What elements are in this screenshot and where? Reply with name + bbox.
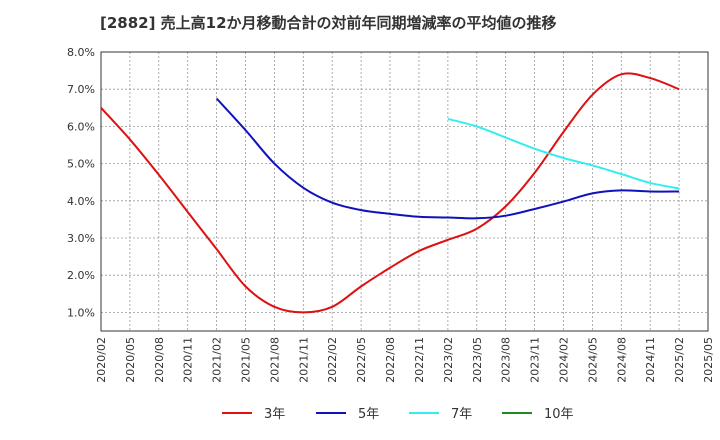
series-point [649, 190, 651, 192]
x-tick-label: 2025/02 [673, 337, 686, 383]
series-point [187, 211, 189, 213]
series-point [302, 187, 304, 189]
series-point [389, 267, 391, 269]
x-tick-label: 2022/02 [326, 337, 339, 383]
series-point [533, 172, 535, 174]
series-point [591, 192, 593, 194]
series-point [129, 138, 131, 140]
y-tick-label: 8.0% [67, 46, 95, 59]
series-point [504, 205, 506, 207]
x-tick-label: 2020/11 [182, 337, 195, 383]
y-tick-label: 2.0% [67, 269, 95, 282]
x-tick-label: 2021/11 [297, 337, 310, 383]
x-tick-label: 2024/02 [557, 337, 570, 383]
chart-title: [2882] 売上高12か月移動合計の対前年同期増減率の平均値の推移 [100, 14, 557, 32]
series-point [620, 73, 622, 75]
x-tick-label: 2023/02 [442, 337, 455, 383]
y-tick-label: 5.0% [67, 158, 95, 171]
series-point [562, 131, 564, 133]
series-point [649, 77, 651, 79]
series-point [533, 148, 535, 150]
series-point [562, 200, 564, 202]
plot-frame [100, 51, 709, 332]
series-point [215, 248, 217, 250]
x-tick-label: 2022/11 [413, 337, 426, 383]
series-point [418, 216, 420, 218]
series-point [533, 208, 535, 210]
x-tick-label: 2025/05 [702, 337, 715, 383]
series-point [360, 285, 362, 287]
series-point [591, 164, 593, 166]
x-tick-label: 2020/05 [124, 337, 137, 383]
x-tick-label: 2023/05 [471, 337, 484, 383]
y-tick-label: 6.0% [67, 120, 95, 133]
series-point [476, 228, 478, 230]
series-point [215, 97, 217, 99]
series-point [447, 239, 449, 241]
series-point [620, 189, 622, 191]
series-point [591, 94, 593, 96]
x-tick-label: 2020/02 [95, 337, 108, 383]
x-axis: 2020/02 2020/05 2020/08 2020/11 2021/02 2021/… [95, 337, 715, 383]
x-tick-label: 2024/08 [615, 337, 628, 383]
series-point [504, 136, 506, 138]
series-lines [100, 72, 680, 314]
y-axis: 1.0% 2.0% 3.0% 4.0% 5.0% 6.0% 7.0% 8.0% [67, 46, 95, 319]
series-point [678, 88, 680, 90]
series-line-0 [100, 72, 680, 314]
series-line-2 [447, 117, 680, 190]
series-point [504, 214, 506, 216]
series-point [476, 217, 478, 219]
legend: 3年 5年 7年 10年 [222, 407, 574, 422]
legend-label: 3年 [264, 407, 285, 422]
series-point [273, 162, 275, 164]
y-tick-label: 7.0% [67, 83, 95, 96]
series-point [476, 125, 478, 127]
x-tick-label: 2022/08 [384, 337, 397, 383]
x-tick-label: 2023/08 [500, 337, 513, 383]
y-tick-label: 1.0% [67, 306, 95, 319]
x-tick-label: 2021/08 [268, 337, 281, 383]
y-tick-label: 4.0% [67, 195, 95, 208]
legend-label: 10年 [544, 407, 574, 422]
series-line-1 [215, 97, 680, 220]
series-point [447, 118, 449, 120]
series-point [418, 250, 420, 252]
series-point [562, 157, 564, 159]
series-point [678, 190, 680, 192]
series-point [360, 209, 362, 211]
series-point [620, 173, 622, 175]
legend-label: 7年 [451, 407, 472, 422]
series-point [389, 213, 391, 215]
y-tick-label: 3.0% [67, 232, 95, 245]
legend-label: 5年 [358, 407, 379, 422]
series-point [447, 216, 449, 218]
series-point [678, 187, 680, 189]
x-tick-label: 2023/11 [529, 337, 542, 383]
x-tick-label: 2020/08 [153, 337, 166, 383]
series-point [244, 285, 246, 287]
series-point [244, 129, 246, 131]
series-point [158, 174, 160, 176]
series-point [302, 311, 304, 313]
series-point [100, 107, 102, 109]
x-tick-label: 2024/11 [644, 337, 657, 383]
x-tick-label: 2024/05 [586, 337, 599, 383]
x-tick-label: 2021/02 [211, 337, 224, 383]
series-point [331, 306, 333, 308]
series-point [331, 201, 333, 203]
series-point [273, 306, 275, 308]
x-tick-label: 2021/05 [240, 337, 253, 383]
x-tick-label: 2022/05 [355, 337, 368, 383]
series-point [649, 182, 651, 184]
